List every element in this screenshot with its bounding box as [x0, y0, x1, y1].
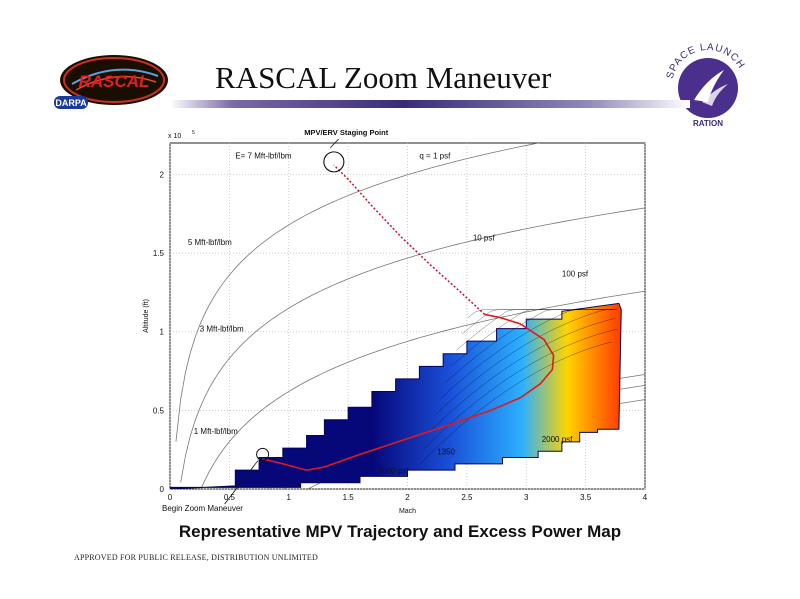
- q-curve: [175, 143, 541, 442]
- rascal-logo: RASCAL DARPA: [54, 52, 170, 112]
- power-contour: [435, 309, 614, 416]
- begin-zoom-leader: [224, 460, 259, 505]
- title-divider: [170, 100, 690, 108]
- y-exponent-label: x 10: [168, 133, 181, 140]
- staging-point-leader: [330, 138, 339, 148]
- trajectory-line: [262, 313, 555, 471]
- y-tick-label: 1: [160, 328, 165, 337]
- power-contour: [419, 341, 612, 465]
- x-tick-label: 1: [287, 493, 292, 502]
- space-launch-logo: SPACE LAUNCH RATION: [658, 40, 758, 128]
- y-exponent-power: 5: [192, 130, 195, 136]
- begin-zoom-label: Begin Zoom Maneuver: [162, 504, 243, 513]
- x-tick-label: 3: [524, 493, 529, 502]
- chart-caption: Representative MPV Trajectory and Excess…: [178, 522, 622, 541]
- y-tick-label: 1.5: [153, 249, 165, 258]
- x-tick-label: 1.5: [343, 493, 355, 502]
- y-tick-label: 0.5: [153, 406, 165, 415]
- release-footer: APPROVED FOR PUBLIC RELEASE, DISTRIBUTIO…: [74, 553, 318, 562]
- energy-curve-label: 3 Mft-lbf/lbm: [200, 325, 244, 334]
- staging-point-label: MPV/ERV Staging Point: [304, 128, 389, 137]
- y-tick-label: 0: [160, 485, 165, 494]
- energy-curve-label: 1 Mft-lbf/lbm: [194, 427, 238, 436]
- energy-curve-label: E= 7 Mft-lbf/lbm: [235, 152, 292, 161]
- q-curve: [180, 207, 645, 483]
- coast-trajectory-line: [333, 164, 486, 315]
- excess-power-region: [170, 302, 622, 489]
- slide-title: RASCAL Zoom Maneuver: [215, 60, 552, 95]
- y-axis-label: Altitude (ft): [143, 299, 150, 333]
- svg-text:DARPA: DARPA: [55, 98, 87, 108]
- power-contour: [424, 328, 618, 449]
- x-tick-label: 2.5: [461, 493, 473, 502]
- q-curve-label: 1350: [437, 447, 455, 456]
- x-tick-label: 2: [405, 493, 410, 502]
- q-curve-label: 100 psf: [562, 270, 589, 279]
- y-tick-label: 2: [160, 170, 165, 179]
- power-contour: [429, 318, 616, 432]
- q-curve-label: 1000 psf: [378, 466, 409, 475]
- x-tick-label: 0: [168, 493, 173, 502]
- q-curve-label: 10 psf: [473, 234, 496, 243]
- svg-text:RATION: RATION: [693, 119, 723, 128]
- svg-text:RASCAL: RASCAL: [79, 72, 150, 91]
- q-curve-label: 2000 psf: [542, 435, 573, 444]
- energy-curve-label: 5 Mft-lbf/lbm: [188, 238, 232, 247]
- q-curve: [200, 290, 645, 489]
- q-curve-label: q = 1 psf: [419, 152, 451, 161]
- staging-point-marker: [323, 151, 345, 173]
- x-tick-label: 3.5: [580, 493, 592, 502]
- plot-content: [170, 143, 645, 489]
- x-axis-label: Mach: [399, 508, 416, 515]
- x-tick-label: 4: [643, 493, 648, 502]
- begin-zoom-marker: [256, 447, 270, 461]
- power-contour: [467, 309, 618, 319]
